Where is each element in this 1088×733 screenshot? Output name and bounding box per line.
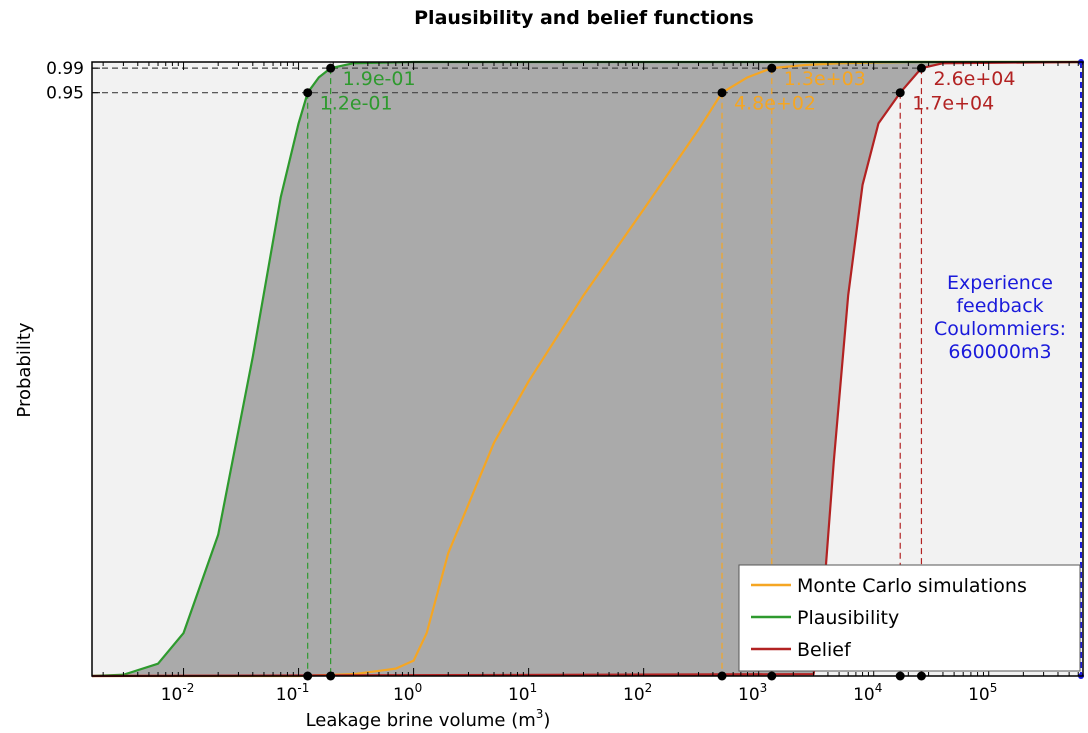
uncertainty-band <box>92 62 1083 676</box>
x-axis-label-sup: 3 <box>536 707 544 721</box>
quantile-point <box>916 63 926 73</box>
x-axis-label-main: Leakage brine volume (m <box>306 710 536 731</box>
x-tick-label: 102 <box>623 681 652 705</box>
legend-box <box>738 564 1081 672</box>
legend-label-belief: Belief <box>797 639 852 661</box>
quantile-point <box>303 88 313 98</box>
band-area <box>92 62 1083 676</box>
quantile-label: 1.2e-01 <box>320 93 393 115</box>
quantile-point <box>717 88 727 98</box>
quantile-label: 1.3e+03 <box>784 68 866 90</box>
quantile-label: 1.7e+04 <box>912 93 994 115</box>
series-line-monte-carlo-simulations <box>92 60 1083 678</box>
series-line-plausibility <box>91 60 1083 678</box>
x-tick-label: 10-1 <box>276 681 310 705</box>
x-tick-label: 105 <box>968 681 997 705</box>
plot-frame <box>91 61 1084 677</box>
x-tick-label: 103 <box>738 681 767 705</box>
quantile-point <box>326 63 336 73</box>
y-axis-label: Probability <box>14 322 35 417</box>
x-tick-label: 10-2 <box>161 681 195 705</box>
x-tick-label: 100 <box>393 681 422 705</box>
quantile-label: 4.8e+02 <box>734 93 816 115</box>
x-axis-label-end: ) <box>543 710 550 731</box>
y-axis-ticks: 0.99 0.95 <box>46 59 100 104</box>
quantile-label: 2.6e+04 <box>933 68 1015 90</box>
quantile-point <box>895 88 905 98</box>
x-axis-label: Leakage brine volume (m3) <box>306 707 551 731</box>
reference-label-line: 660000m3 <box>948 341 1051 363</box>
reference-label-line: feedback <box>956 295 1043 317</box>
x-tick-label: 104 <box>853 681 882 705</box>
legend: Monte Carlo simulations Plausibility Belie… <box>738 564 1081 672</box>
quantile-annotations: 1.9e-01 1.2e-01 1.3e+03 4.8e+02 2.6e+04 1.7e+… <box>320 68 1016 115</box>
y-tick-label: 0.99 <box>46 59 84 79</box>
y-tick-label: 0.95 <box>46 84 84 104</box>
reference-label-line: Coulommiers: <box>934 318 1066 340</box>
x-axis-ticks: 10-2 10-1 100 101 102 103 104 105 <box>102 62 1079 705</box>
quantile-label: 1.9e-01 <box>343 68 416 90</box>
reference-label-line: Experience <box>947 272 1053 294</box>
legend-label-plausibility: Plausibility <box>797 607 899 629</box>
x-tick-label: 101 <box>508 681 537 705</box>
quantile-guides <box>92 67 923 676</box>
quantile-point <box>767 63 777 73</box>
chart-title: Plausibility and belief functions <box>414 7 754 29</box>
legend-label-monte-carlo-simulations: Monte Carlo simulations <box>797 575 1027 597</box>
